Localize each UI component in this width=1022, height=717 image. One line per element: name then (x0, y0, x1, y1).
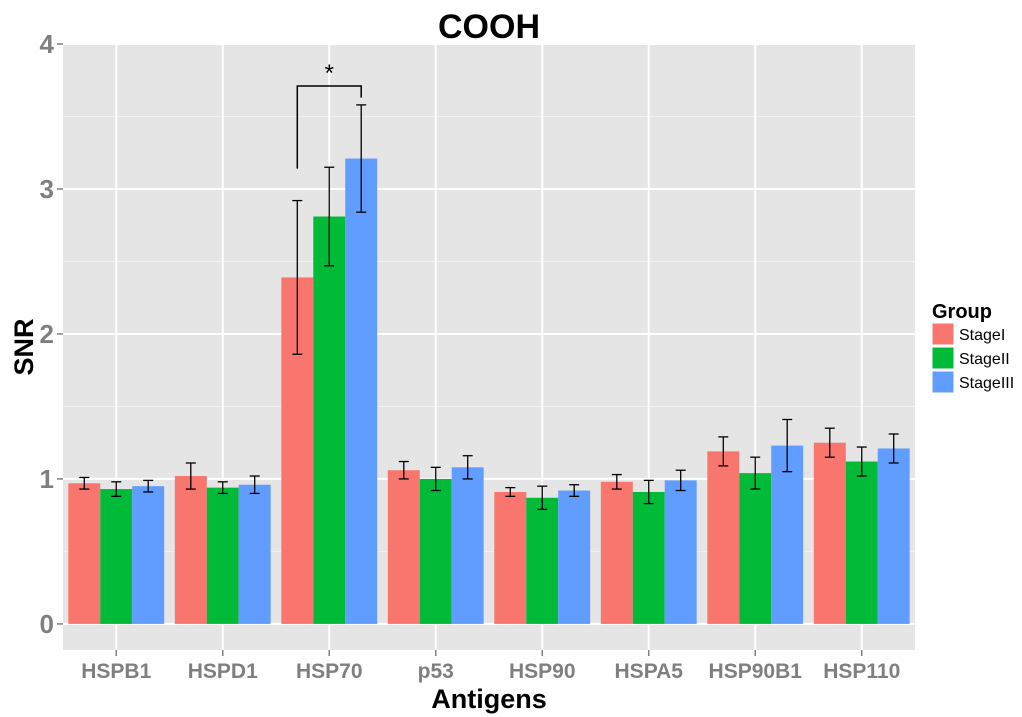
x-tick-label: HSPD1 (188, 660, 258, 683)
legend-swatch (931, 322, 955, 346)
bar (558, 490, 591, 624)
bar (632, 491, 665, 624)
bar (813, 442, 846, 624)
legend-swatch (931, 370, 955, 394)
y-axis: 0 1 2 3 4 (40, 29, 63, 639)
x-tick-label: HSPA5 (615, 660, 684, 683)
bar (707, 451, 740, 624)
bar (771, 445, 804, 624)
legend-title: Group (932, 301, 992, 323)
bar (100, 489, 133, 624)
significance-bracket (296, 85, 362, 169)
bar (206, 487, 239, 624)
x-tick-label: HSP110 (823, 660, 900, 683)
bar (739, 473, 772, 624)
bar (174, 476, 207, 624)
bar (600, 481, 633, 624)
y-tick-label: 4 (40, 29, 55, 59)
x-tick-label: HSP90B1 (709, 660, 803, 683)
x-axis-title: Antigens (431, 684, 547, 714)
bar (68, 483, 101, 624)
legend-label: StageIII (959, 375, 1014, 392)
x-tick-label: HSP70 (296, 660, 363, 683)
legend-swatch (931, 346, 955, 370)
bar (238, 484, 271, 624)
significance-annotation: * (296, 60, 362, 169)
bar (845, 461, 878, 624)
bar (313, 216, 346, 624)
bar (877, 448, 910, 624)
bar (345, 158, 378, 624)
y-axis-title: SNR (9, 318, 39, 375)
y-tick-label: 0 (40, 609, 54, 639)
y-tick-label: 2 (40, 319, 54, 349)
legend: Group StageI StageII StageIII (931, 301, 1014, 394)
legend-label: StageI (959, 327, 1005, 344)
bar (132, 486, 165, 624)
y-tick-label: 1 (40, 464, 54, 494)
chart-title: COOH (438, 8, 540, 46)
x-tick-label: HSP90 (509, 660, 576, 683)
y-tick-label: 3 (40, 174, 54, 204)
bar (494, 491, 527, 624)
bar (664, 480, 697, 624)
bar (419, 478, 452, 624)
legend-label: StageII (959, 351, 1010, 368)
bar (387, 470, 420, 624)
x-tick-label: p53 (418, 660, 454, 683)
significance-star: * (325, 60, 334, 87)
error-bars (79, 104, 899, 511)
x-axis: HSPB1 HSPD1 HSP70 p53 HSP90 HSPA5 HSP90B1 HSP11… (81, 650, 900, 683)
bar (526, 497, 559, 624)
bars (68, 158, 910, 624)
bar (451, 467, 484, 624)
x-tick-label: HSPB1 (81, 660, 151, 683)
